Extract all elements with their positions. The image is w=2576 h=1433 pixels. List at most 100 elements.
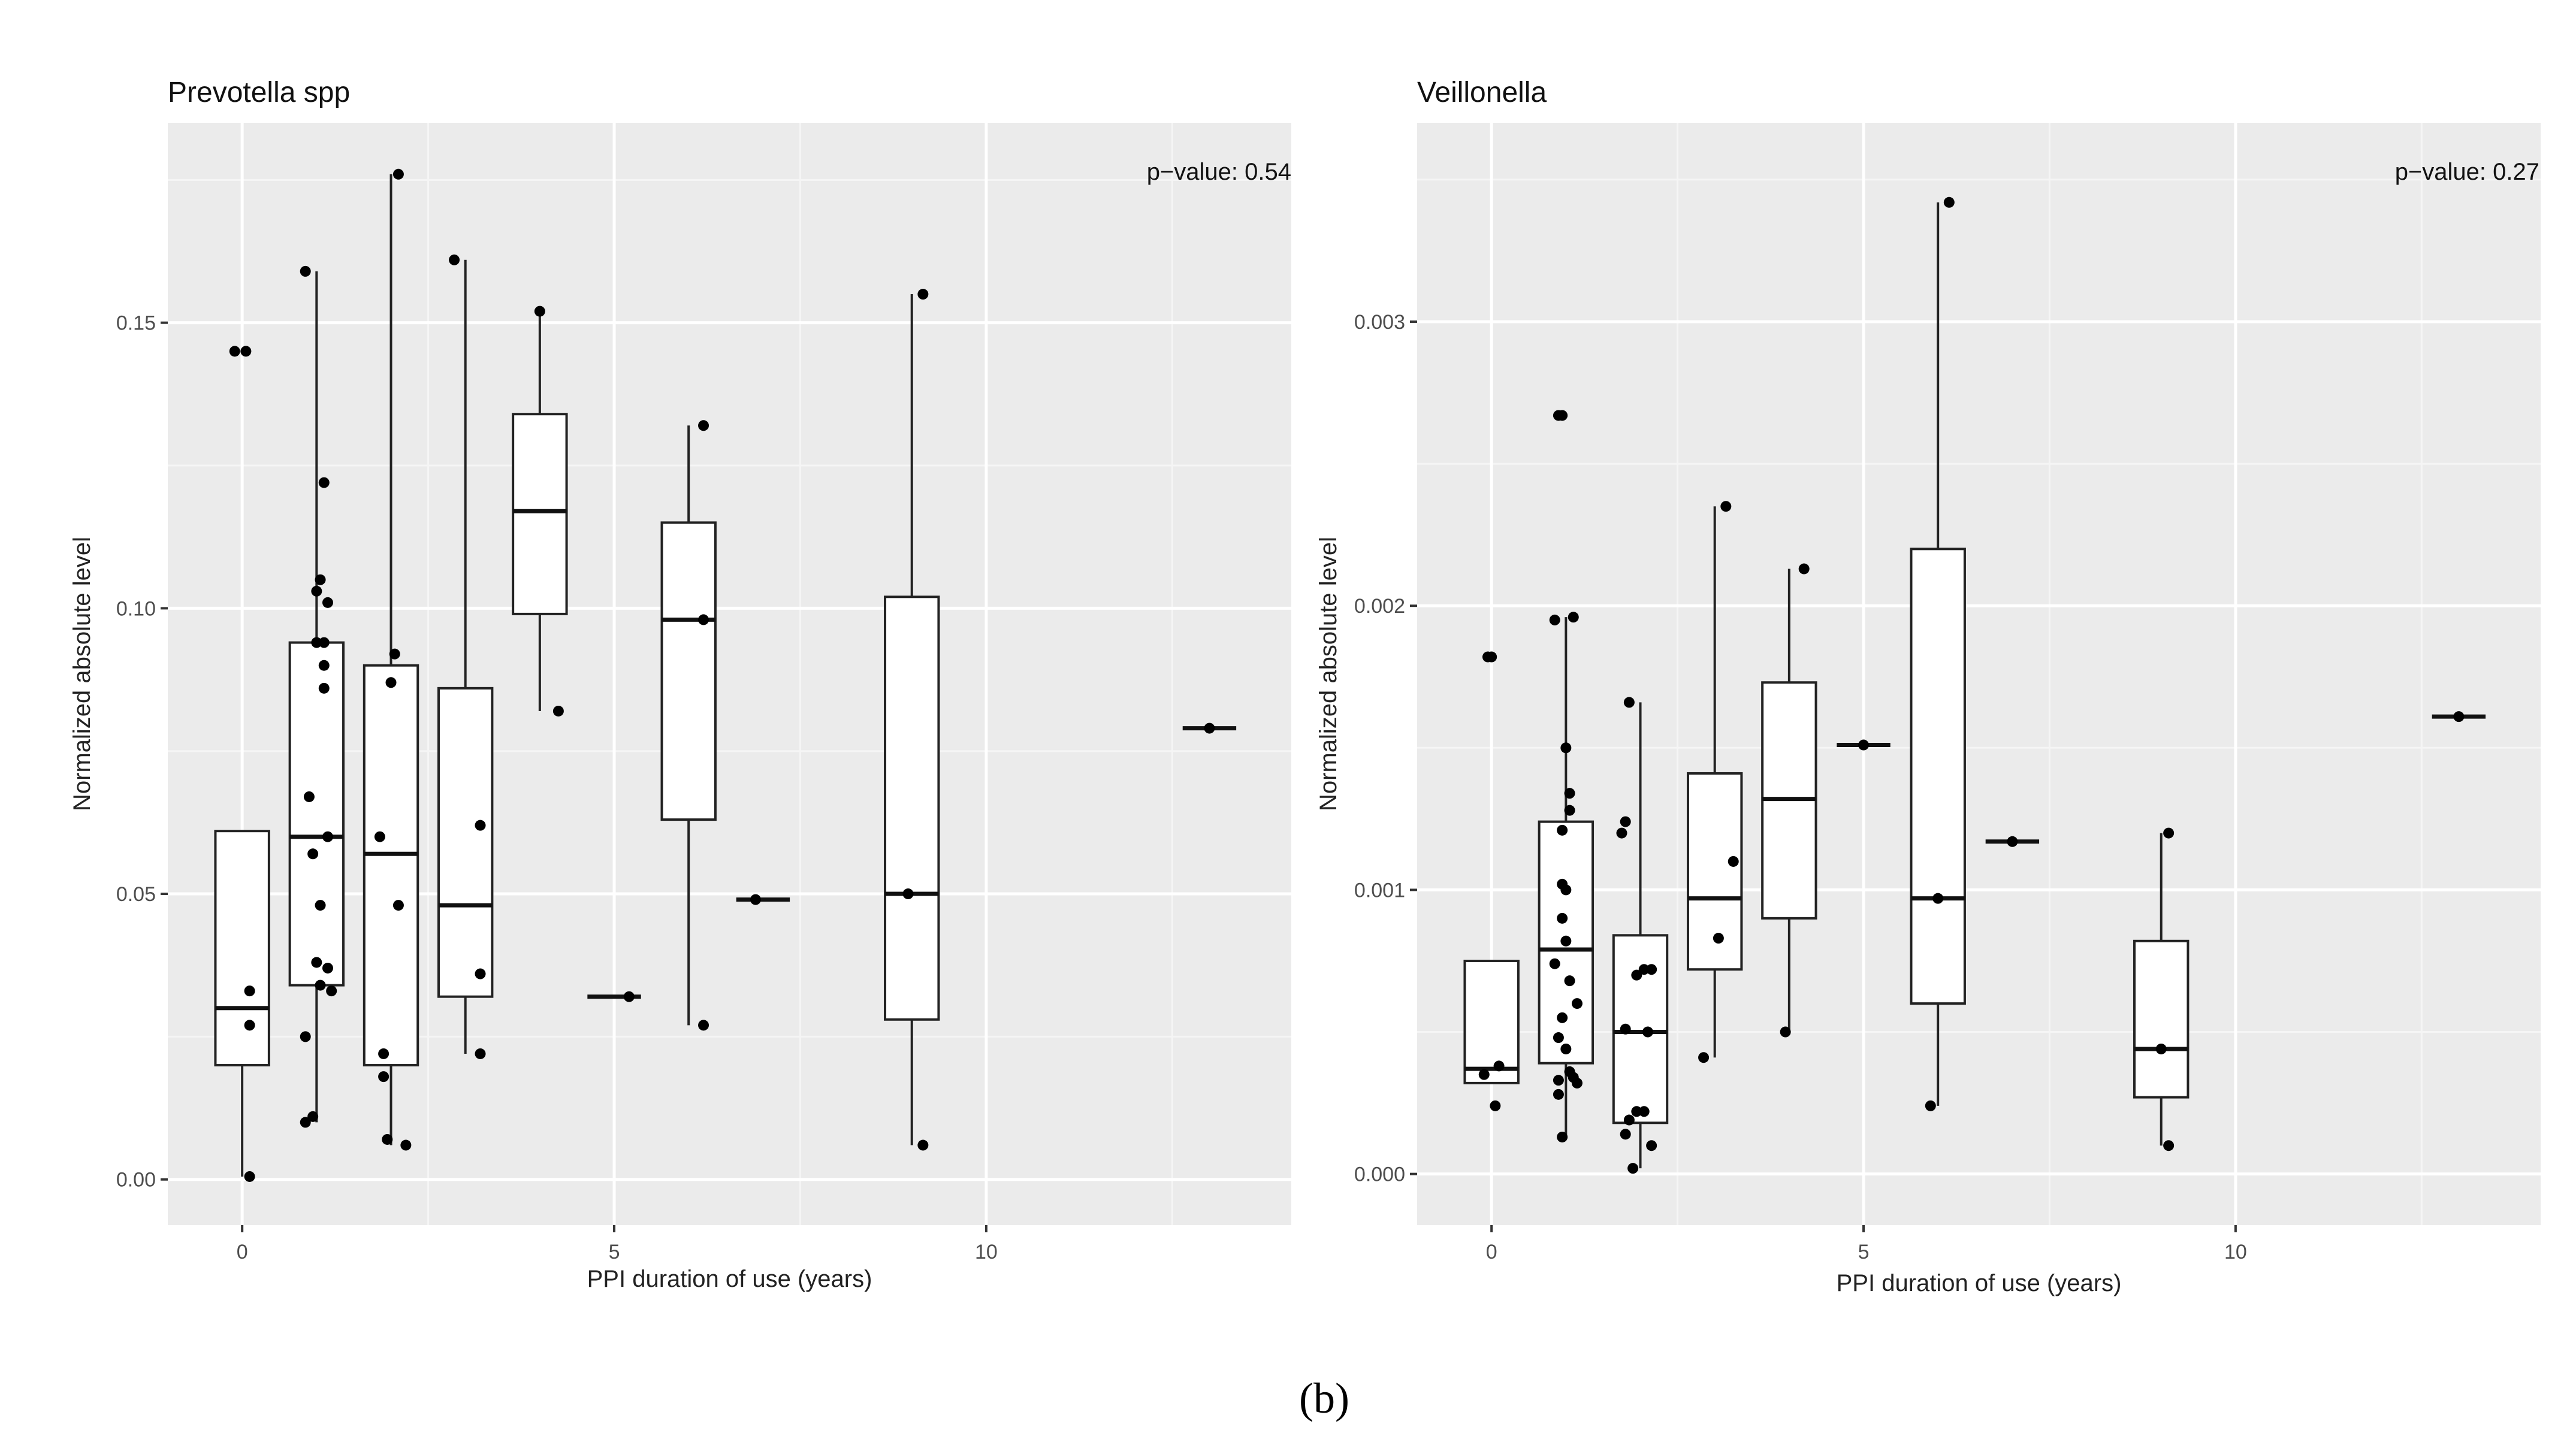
data-point [1943, 196, 1955, 208]
y-tick-label: 0.00 [116, 1169, 156, 1192]
data-point [1713, 933, 1724, 944]
data-point [917, 289, 929, 300]
data-point [382, 1133, 393, 1145]
data-point [1623, 697, 1635, 708]
x-tick-label: 5 [609, 1241, 620, 1263]
data-point [1571, 1077, 1583, 1089]
data-point [1560, 935, 1572, 947]
y-tick-label: 0.05 [116, 883, 156, 906]
y-tick-label: 0.003 [1354, 311, 1405, 334]
data-point [1925, 1100, 1936, 1111]
x-tick-label: 5 [1858, 1241, 1870, 1263]
data-point [311, 957, 322, 968]
data-point [449, 254, 460, 265]
data-point [475, 968, 486, 979]
data-point [552, 705, 564, 716]
data-point [307, 848, 319, 860]
data-point [1728, 855, 1739, 867]
data-point [1642, 1026, 1653, 1038]
data-point [318, 637, 330, 648]
data-point [244, 985, 255, 997]
data-point [1493, 1060, 1505, 1072]
y-tick-label: 0.002 [1354, 595, 1405, 618]
data-point [392, 168, 404, 180]
data-point [400, 1139, 412, 1151]
data-point [318, 682, 330, 694]
data-point [315, 900, 326, 911]
data-point [1720, 501, 1732, 512]
data-point [300, 1117, 311, 1128]
chart-title: Prevotella spp [168, 77, 350, 108]
chart-title: Veillonella [1417, 77, 1547, 108]
box [1686, 772, 1743, 971]
data-point [1553, 1075, 1564, 1086]
data-point [1560, 884, 1572, 896]
data-point [1616, 827, 1627, 839]
data-point [917, 1139, 929, 1151]
data-point [1620, 1129, 1631, 1140]
data-point [1631, 1106, 1642, 1117]
figure-caption: (b) [1299, 1374, 1349, 1422]
data-point [1490, 1100, 1501, 1111]
data-point [1568, 612, 1579, 623]
data-point [2163, 1140, 2175, 1151]
data-point [2453, 711, 2465, 722]
data-point [1557, 410, 1568, 421]
data-point [1486, 651, 1497, 663]
data-point [1553, 1032, 1564, 1044]
data-point [378, 1048, 389, 1059]
data-point [534, 306, 545, 317]
box [884, 595, 940, 1021]
data-point [1564, 805, 1575, 816]
data-point [2155, 1043, 2167, 1054]
data-point [1858, 739, 1870, 751]
data-point [311, 637, 322, 648]
box [1463, 959, 1520, 1084]
data-point [750, 894, 761, 905]
data-point [1564, 788, 1575, 799]
data-point [389, 648, 400, 660]
data-point [1780, 1026, 1791, 1038]
data-point [385, 677, 397, 688]
data-point [326, 985, 337, 997]
p-value-annotation: p−value: 0.27 [2395, 159, 2539, 185]
data-point [1204, 722, 1215, 734]
data-point [1638, 964, 1650, 975]
data-point [1646, 1140, 1657, 1151]
data-point [318, 660, 330, 671]
y-tick-label: 0.000 [1354, 1163, 1405, 1186]
data-point [902, 888, 914, 900]
data-point [1549, 614, 1560, 625]
data-point [240, 346, 252, 357]
data-point [1560, 1043, 1572, 1054]
veillonella-chart: 0 5 10 0.000 0.001 0.002 0.003 Veillonella p−val… [1315, 77, 2541, 1296]
data-point [1557, 912, 1568, 924]
box [214, 830, 270, 1067]
box [512, 413, 568, 615]
data-point [1932, 893, 1944, 904]
data-point [698, 1020, 709, 1031]
x-axis-title: PPI duration of use (years) [587, 1266, 872, 1292]
y-tick-label: 0.15 [116, 312, 156, 335]
data-point [698, 420, 709, 431]
y-axis-title: Normalized absolute level [69, 537, 95, 811]
data-point [1560, 742, 1572, 754]
x-tick-label: 10 [2224, 1241, 2247, 1263]
box [363, 664, 419, 1067]
data-point [698, 614, 709, 625]
data-point [2007, 836, 2018, 847]
data-point [244, 1020, 255, 1031]
data-point [1557, 1012, 1568, 1023]
prevotella-chart: 0 5 10 0.00 0.05 0.10 0.15 Prevotella spp p−valu… [69, 77, 1291, 1292]
data-point [307, 1111, 319, 1122]
x-tick-label: 0 [1486, 1241, 1497, 1263]
data-point [1798, 563, 1810, 575]
data-point [315, 979, 326, 991]
x-axis-title: PPI duration of use (years) [1837, 1270, 2122, 1296]
x-tick-label: 10 [975, 1241, 998, 1263]
box [660, 521, 717, 821]
data-point [300, 1031, 311, 1042]
data-point [311, 585, 322, 597]
data-point [475, 820, 486, 831]
